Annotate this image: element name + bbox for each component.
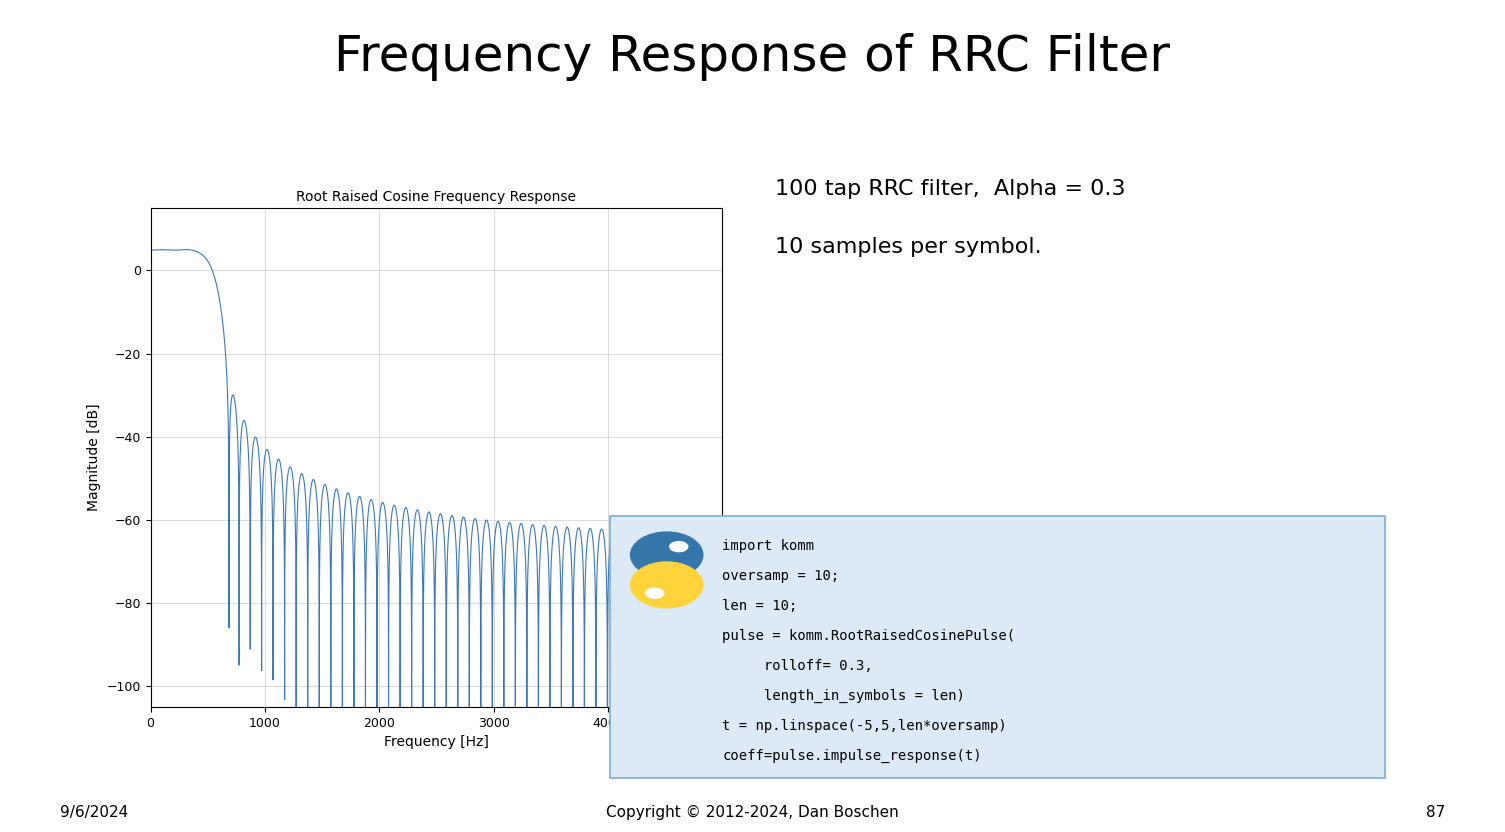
Y-axis label: Magnitude [dB]: Magnitude [dB] [87,404,101,512]
Text: 100 tap RRC filter,  Alpha = 0.3: 100 tap RRC filter, Alpha = 0.3 [775,179,1126,199]
Text: 10 samples per symbol.: 10 samples per symbol. [775,237,1041,257]
Text: length_in_symbols = len): length_in_symbols = len) [722,689,965,703]
Title: Root Raised Cosine Frequency Response: Root Raised Cosine Frequency Response [296,190,576,204]
Text: 9/6/2024: 9/6/2024 [60,805,128,820]
Text: pulse = komm.RootRaisedCosinePulse(: pulse = komm.RootRaisedCosinePulse( [722,629,1016,643]
Text: 87: 87 [1425,805,1445,820]
Text: Copyright © 2012-2024, Dan Boschen: Copyright © 2012-2024, Dan Boschen [607,805,898,820]
Text: rolloff= 0.3,: rolloff= 0.3, [722,659,873,673]
Text: Frequency Response of RRC Filter: Frequency Response of RRC Filter [334,33,1171,82]
Text: import komm: import komm [722,539,814,553]
Text: len = 10;: len = 10; [722,599,798,613]
Text: t = np.linspace(-5,5,len*oversamp): t = np.linspace(-5,5,len*oversamp) [722,719,1007,733]
X-axis label: Frequency [Hz]: Frequency [Hz] [384,735,489,750]
Text: oversamp = 10;: oversamp = 10; [722,569,840,583]
Text: coeff=pulse.impulse_response(t): coeff=pulse.impulse_response(t) [722,749,983,763]
